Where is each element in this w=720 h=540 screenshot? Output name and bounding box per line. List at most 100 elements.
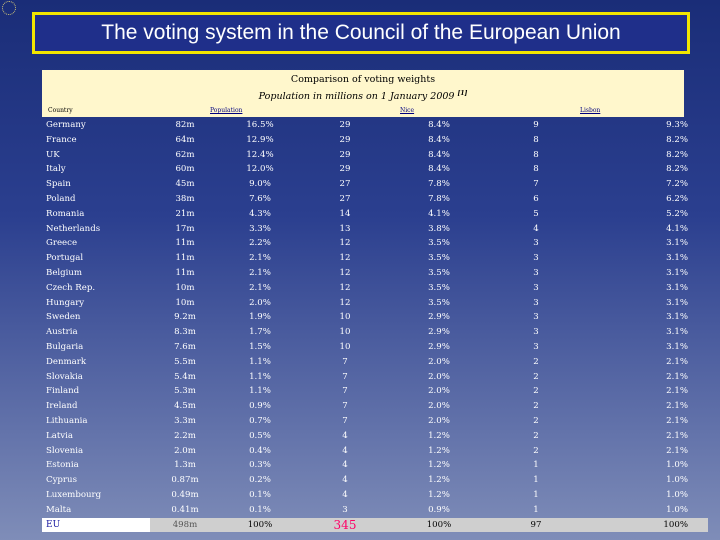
lisbon-votes-cell: 97: [488, 517, 584, 533]
table-row: Spain 45m 9.0% 27 7.8% 7 7.2%: [42, 177, 708, 192]
nice-votes-cell: 7: [342, 356, 348, 367]
lisbon-percent-cell: 8.2%: [666, 164, 688, 175]
population-percent-cell: 2.2%: [249, 238, 271, 249]
nice-votes-cell: 12: [339, 238, 351, 249]
nice-votes-cell: 29: [339, 134, 351, 145]
lisbon-percent-cell: 6.2%: [666, 193, 688, 204]
country-cell: Hungary: [46, 297, 85, 308]
lisbon-votes-cell: 2: [533, 386, 539, 397]
country-cell: Denmark: [46, 356, 87, 367]
table-header: Country Population Nice Lisbon: [42, 104, 684, 117]
lisbon-votes-cell: 1: [533, 504, 539, 515]
lisbon-percent-cell: 3.1%: [666, 267, 688, 278]
population-percent-cell: 1.1%: [249, 356, 271, 367]
lisbon-votes-cell: 3: [533, 238, 539, 249]
header-lisbon-link[interactable]: Lisbon: [580, 107, 601, 114]
population-cell: 2.0m: [174, 445, 196, 456]
nice-percent-cell: 2.9%: [428, 312, 450, 323]
eu-total-link[interactable]: EU: [42, 517, 150, 533]
nice-percent-cell: 8.4%: [428, 134, 450, 145]
lisbon-percent-cell: 7.2%: [666, 179, 688, 190]
country-cell: Austria: [46, 327, 78, 338]
nice-votes-cell: 12: [339, 297, 351, 308]
header-nice-link[interactable]: Nice: [400, 107, 415, 114]
country-cell: Italy: [46, 164, 66, 175]
country-cell: Slovenia: [46, 445, 84, 456]
population-percent-cell: 0.3%: [249, 460, 271, 471]
lisbon-percent-cell: 5.2%: [666, 208, 688, 219]
population-cell: 82m: [175, 120, 195, 130]
nice-votes-cell: 4: [342, 475, 348, 486]
nice-percent-cell: 8.4%: [428, 149, 450, 160]
nice-votes-cell: 27: [339, 179, 351, 190]
population-percent-cell: 0.4%: [249, 445, 271, 456]
nice-percent-cell: 2.0%: [428, 386, 450, 397]
table-row: Austria 8.3m 1.7% 10 2.9% 3 3.1%: [42, 325, 708, 340]
table-row: Italy 60m 12.0% 29 8.4% 8 8.2%: [42, 162, 708, 177]
lisbon-percent-cell: 2.1%: [666, 430, 688, 441]
nice-votes-cell: 7: [342, 386, 348, 397]
country-cell: Finland: [46, 386, 80, 397]
lisbon-percent-cell: 3.1%: [666, 312, 688, 323]
population-cell: 4.5m: [174, 401, 196, 412]
voting-weights-table: Germany 82m 16.5% 29 8.4% 9 9.3% France 64m 12.9%…: [42, 118, 708, 533]
caption-line-2-text: Population in millions on 1 January 2009: [258, 91, 455, 103]
lisbon-percent-cell: 3.1%: [666, 238, 688, 249]
population-percent-cell: 12.9%: [246, 134, 274, 145]
population-cell: 10m: [175, 282, 195, 293]
population-cell: 5.3m: [174, 386, 196, 397]
country-cell: Bulgaria: [46, 341, 84, 352]
country-cell: Cyprus: [46, 475, 77, 486]
lisbon-votes-cell: 3: [533, 253, 539, 264]
lisbon-percent-cell: 3.1%: [666, 297, 688, 308]
population-percent-cell: 1.7%: [249, 327, 271, 338]
table-row: Belgium 11m 2.1% 12 3.5% 3 3.1%: [42, 266, 708, 281]
header-population-link[interactable]: Population: [210, 107, 243, 114]
table-row: Estonia 1.3m 0.3% 4 1.2% 1 1.0%: [42, 458, 708, 473]
country-cell: Czech Rep.: [46, 282, 96, 293]
population-cell: 10m: [175, 297, 195, 308]
title-box: The voting system in the Council of the …: [32, 12, 690, 54]
population-percent-cell: 2.1%: [249, 267, 271, 278]
population-cell: 0.87m: [171, 475, 199, 486]
population-percent-cell: 1.5%: [249, 341, 271, 352]
nice-percent-cell: 2.0%: [428, 415, 450, 426]
lisbon-votes-cell: 2: [533, 356, 539, 367]
table-row: Poland 38m 7.6% 27 7.8% 6 6.2%: [42, 192, 708, 207]
population-percent-cell: 0.9%: [249, 401, 271, 412]
nice-percent-cell: 1.2%: [428, 445, 450, 456]
lisbon-votes-cell: 7: [533, 179, 539, 190]
country-cell: UK: [46, 149, 60, 160]
lisbon-votes-cell: 8: [533, 134, 539, 145]
nice-votes-cell: 7: [342, 415, 348, 426]
nice-votes-cell: 345: [300, 517, 390, 533]
country-cell: Belgium: [46, 267, 83, 278]
population-percent-cell: 4.3%: [249, 208, 271, 219]
population-cell: 21m: [175, 208, 195, 219]
lisbon-votes-cell: 4: [533, 223, 539, 234]
lisbon-percent-cell: 9.3%: [666, 120, 688, 130]
nice-votes-cell: 27: [339, 193, 351, 204]
nice-percent-cell: 3.5%: [428, 297, 450, 308]
country-cell: Germany: [46, 120, 86, 130]
population-cell: 7.6m: [174, 341, 196, 352]
nice-votes-cell: 10: [339, 341, 351, 352]
footnote-link[interactable]: [1]: [457, 90, 468, 97]
country-cell: Latvia: [46, 430, 74, 441]
lisbon-votes-cell: 1: [533, 460, 539, 471]
lisbon-percent-cell: 2.1%: [666, 386, 688, 397]
nice-votes-cell: 12: [339, 253, 351, 264]
lisbon-percent-cell: 8.2%: [666, 149, 688, 160]
nice-percent-cell: 2.9%: [428, 341, 450, 352]
population-percent-cell: 0.1%: [249, 489, 271, 500]
population-percent-cell: 0.1%: [249, 504, 271, 515]
nice-percent-cell: 1.2%: [428, 430, 450, 441]
nice-percent-cell: 1.2%: [428, 475, 450, 486]
population-cell: 0.49m: [171, 489, 199, 500]
population-cell: 1.3m: [174, 460, 196, 471]
population-percent-cell: 2.1%: [249, 253, 271, 264]
population-cell: 9.2m: [174, 312, 196, 323]
population-cell: 3.3m: [174, 415, 196, 426]
population-cell: 498m: [150, 517, 220, 533]
nice-votes-cell: 12: [339, 267, 351, 278]
